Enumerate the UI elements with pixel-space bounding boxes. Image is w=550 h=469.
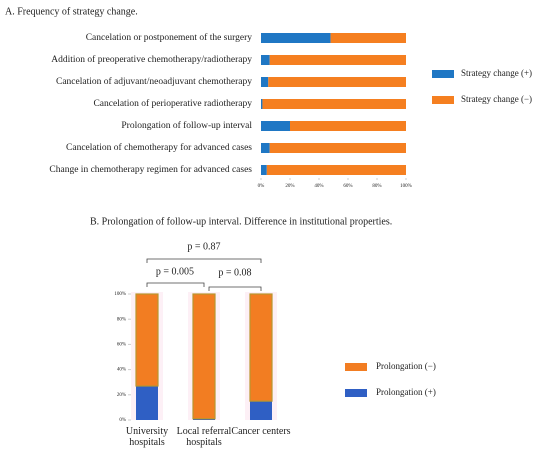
bar-segment [262, 99, 406, 109]
legend-swatch [345, 389, 367, 397]
x-tick-label: 100% [400, 184, 412, 189]
x-tick-label: Cancer centers [231, 426, 291, 437]
legend-swatch [432, 96, 454, 104]
bar-segment [261, 165, 267, 175]
bar-segment [261, 77, 269, 87]
bar-segment [330, 33, 406, 43]
chart-title: B. Prolongation of follow-up interval. D… [90, 216, 392, 227]
bar-segment [269, 55, 406, 65]
bar-segment [261, 33, 331, 43]
legend-swatch [432, 70, 454, 78]
annotation: p = 0.87 [187, 241, 220, 252]
x-tick-label: 40% [314, 184, 323, 189]
annotation: p = 0.08 [218, 267, 251, 278]
bar-segment [135, 293, 159, 387]
x-tick-label: University hospitals [125, 426, 169, 448]
y-tick-label: Cancelation of perioperative radiotherap… [93, 98, 252, 109]
legend-label: Strategy change (−) [461, 94, 532, 104]
y-tick-label: Cancelation or postponement of the surge… [86, 32, 253, 43]
legend-label: Prolongation (−) [376, 361, 436, 371]
bar-segment [249, 293, 273, 402]
y-tick-label: Addition of preoperative chemotherapy/ra… [51, 54, 252, 65]
y-tick-label: 60% [117, 343, 126, 348]
x-tick-label: 60% [343, 184, 352, 189]
bar-segment [268, 77, 406, 87]
y-tick-label: Prolongation of follow-up interval [121, 120, 252, 131]
bar-segment [261, 121, 290, 131]
bracket [146, 282, 205, 287]
bar-segment [261, 143, 270, 153]
chart-title: A. Frequency of strategy change. [5, 6, 138, 17]
x-tick-label: 80% [372, 184, 381, 189]
y-tick-label: 0% [119, 418, 126, 423]
bar-segment [261, 99, 263, 109]
annotation: p = 0.005 [156, 266, 194, 277]
bar-segment [136, 385, 158, 420]
bracket [146, 258, 262, 263]
legend-label: Prolongation (+) [376, 387, 436, 397]
legend-label: Strategy change (+) [461, 68, 532, 78]
x-tick-label: 0% [258, 184, 265, 189]
y-tick-label: 20% [117, 393, 126, 398]
bar-segment [250, 401, 272, 420]
legend-swatch [345, 363, 367, 371]
bar-segment [192, 293, 216, 420]
y-tick-label: 100% [114, 292, 126, 297]
bracket [208, 286, 262, 291]
x-tick-label: Local referral hospitals [176, 426, 232, 448]
y-tick-label: Change in chemotherapy regimen for advan… [49, 164, 252, 175]
y-tick-label: Cancelation of chemotherapy for advanced… [66, 142, 252, 153]
bar-segment [290, 121, 406, 131]
y-tick-label: Cancelation of adjuvant/neoadjuvant chem… [56, 76, 252, 87]
y-tick-label: 40% [117, 368, 126, 373]
bar-segment [269, 143, 406, 153]
bar-segment [266, 165, 406, 175]
bar-segment [193, 418, 215, 420]
x-tick-label: 20% [285, 184, 294, 189]
y-tick-label: 80% [117, 317, 126, 322]
bar-segment [261, 55, 270, 65]
